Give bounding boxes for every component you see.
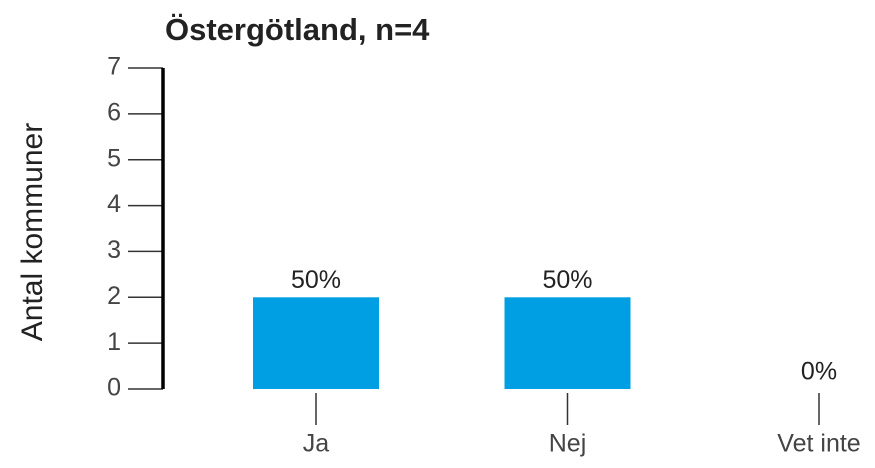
y-tick-label: 5 xyxy=(107,144,121,172)
value-label: 50% xyxy=(291,266,341,294)
y-tick-label: 7 xyxy=(107,53,121,81)
y-tick-label: 6 xyxy=(107,98,121,126)
y-tick-label: 0 xyxy=(107,374,121,402)
x-tick-label: Ja xyxy=(303,430,330,458)
value-label: 0% xyxy=(801,358,837,386)
y-tick-label: 4 xyxy=(107,190,121,218)
x-tick-label: Nej xyxy=(549,430,587,458)
bar xyxy=(504,297,631,389)
y-tick-label: 2 xyxy=(107,282,121,310)
bar xyxy=(253,297,379,389)
y-tick-label: 3 xyxy=(107,236,121,264)
y-axis-label: Antal kommuner xyxy=(16,123,49,341)
x-tick-label: Vet inte xyxy=(777,430,860,458)
chart-title: Östergötland, n=4 xyxy=(165,12,430,47)
y-tick-label: 1 xyxy=(107,328,121,356)
value-label: 50% xyxy=(542,266,592,294)
